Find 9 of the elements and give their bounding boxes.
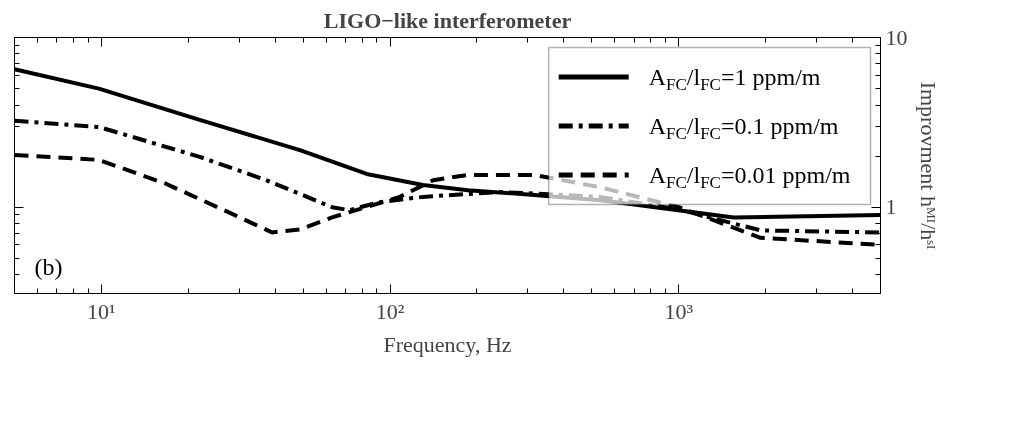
y-tick-label: 10: [885, 24, 908, 50]
chart-title: LIGO−like interferometer: [323, 7, 572, 33]
x-tick-label: 10³: [664, 298, 694, 324]
annotation: (b): [34, 253, 63, 280]
y-axis-title: Improvment hᴹᴵ/hˢᴵ: [915, 81, 941, 250]
x-axis-title: Frequency, Hz: [383, 331, 512, 357]
x-tick-label: 10²: [375, 298, 405, 324]
y-tick-label: 1: [885, 194, 897, 220]
x-tick-label: 10¹: [87, 298, 116, 324]
